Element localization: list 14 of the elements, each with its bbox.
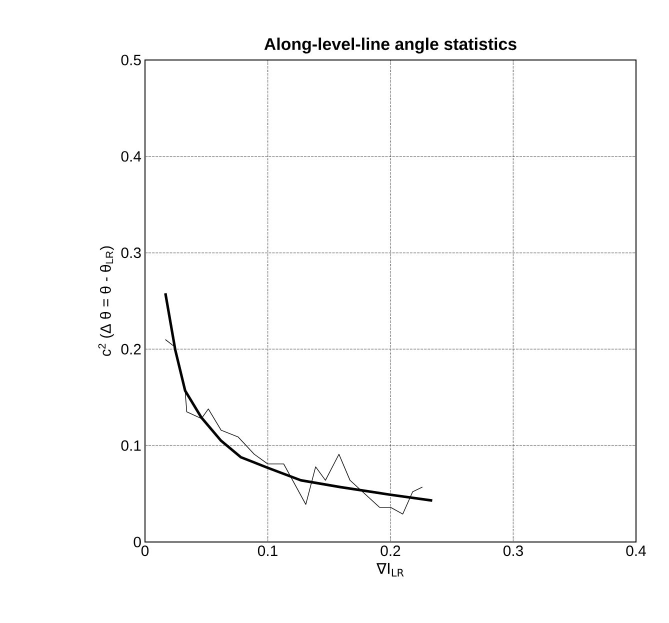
x-tick-label: 0.1 — [258, 546, 278, 556]
x-axis-title: ∇I$_{LR}$ — [376, 562, 404, 577]
x-tick-label: 0.4 — [626, 546, 646, 556]
x-tick-label: 0 — [141, 546, 149, 556]
y-tick-label: 0.3 — [121, 248, 141, 258]
y-tick-label: 0 — [134, 536, 141, 548]
chart-title: Along-level-line angle statistics — [264, 38, 516, 54]
y-tick-label: 0.2 — [121, 344, 141, 354]
y-tick-label: 0.1 — [121, 440, 141, 451]
y-axis-title: c$^{2}$ (Δ θ = θ - θ$_{LR}$) — [98, 246, 114, 356]
y-tick-label: 0.5 — [121, 54, 141, 66]
x-tick-label: 0.3 — [503, 546, 523, 556]
x-tick-label: 0.2 — [380, 546, 400, 556]
y-tick-label: 0.4 — [121, 151, 142, 162]
